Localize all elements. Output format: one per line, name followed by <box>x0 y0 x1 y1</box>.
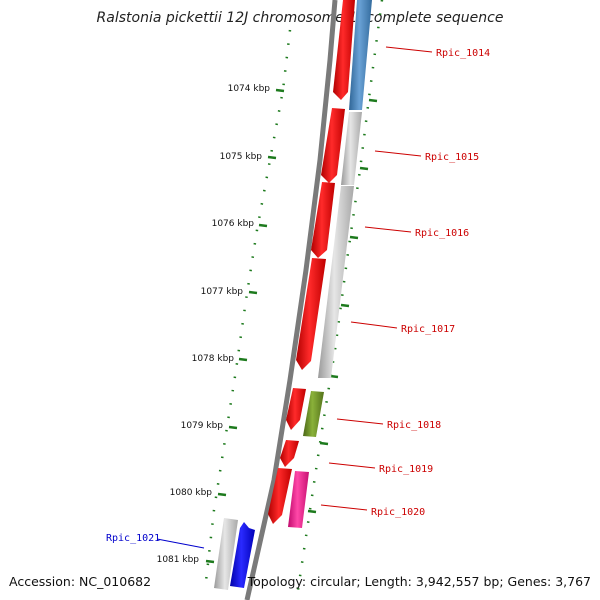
leader-line <box>336 418 384 425</box>
tick-mark <box>238 357 248 362</box>
gene-rpic-1015-arrow[interactable] <box>321 108 345 183</box>
map-title: Ralstonia pickettii 12J chromosome 1, co… <box>96 10 504 26</box>
gene-rpic-1016[interactable] <box>311 182 354 378</box>
gene-label-rpic-1015[interactable]: Rpic_1015 <box>425 152 479 163</box>
gene-rpic-1018-arrow[interactable] <box>286 388 306 430</box>
outer-ticks <box>307 98 378 514</box>
leader-line <box>350 321 398 329</box>
gene-rpic-1014-arrow[interactable] <box>333 0 355 100</box>
leader-line <box>364 226 412 233</box>
gene-rpic-1017[interactable] <box>296 258 326 370</box>
gene-rpic-1020-protein[interactable] <box>288 471 309 528</box>
gene-rpic-1020-arrow[interactable] <box>268 468 292 524</box>
tick-label: 1076 kbp <box>212 219 255 229</box>
tick-mark <box>258 223 268 228</box>
gene-label-rpic-1016[interactable]: Rpic_1016 <box>415 228 469 239</box>
gene-rpic-1015-protein[interactable] <box>341 112 362 185</box>
leader-line <box>156 538 205 549</box>
leader-line <box>374 150 422 157</box>
gene-rpic-1019[interactable] <box>280 440 299 467</box>
tick-mark <box>275 88 285 93</box>
leader-line <box>320 504 368 511</box>
tick-mark <box>248 290 258 295</box>
gene-label-rpic-1019[interactable]: Rpic_1019 <box>379 464 433 475</box>
leader-line <box>385 46 433 53</box>
sequence-summary: Topology: circular; Length: 3,942,557 bp… <box>247 574 591 589</box>
tick-label: 1078 kbp <box>192 354 235 364</box>
tick-mark <box>205 559 215 564</box>
gene-rpic-1015[interactable] <box>321 108 362 185</box>
gene-rpic-1021-arrow[interactable] <box>230 522 255 588</box>
gene-rpic-1018[interactable] <box>286 388 324 437</box>
gene-labels: Rpic_1014 Rpic_1015 Rpic_1016 Rpic_1017 … <box>106 46 490 549</box>
leader-line <box>328 462 376 469</box>
kbp-ruler: 1074 kbp 1075 kbp 1076 kbp 1077 kbp 1078… <box>157 84 285 565</box>
gene-rpic-1020[interactable] <box>268 468 309 528</box>
tick-label: 1079 kbp <box>181 421 224 431</box>
gene-label-rpic-1021[interactable]: Rpic_1021 <box>106 533 160 544</box>
gene-label-rpic-1014[interactable]: Rpic_1014 <box>436 48 490 59</box>
gene-rpic-1021[interactable] <box>214 518 255 590</box>
tick-label: 1080 kbp <box>170 488 213 498</box>
gene-rpic-1014[interactable] <box>333 0 372 110</box>
gene-label-rpic-1017[interactable]: Rpic_1017 <box>401 324 455 335</box>
gene-rpic-1016-protein[interactable] <box>318 186 354 378</box>
accession-text: Accession: NC_010682 <box>9 574 152 589</box>
tick-label: 1077 kbp <box>201 287 244 297</box>
tick-mark <box>228 425 238 430</box>
gene-rpic-1017-arrow[interactable] <box>296 258 326 370</box>
tick-mark <box>267 155 277 160</box>
tick-label: 1075 kbp <box>220 152 263 162</box>
gene-rpic-1019-arrow[interactable] <box>280 440 299 467</box>
chromosome-backbone <box>244 0 338 600</box>
tick-label: 1081 kbp <box>157 555 200 565</box>
gene-rpic-1021-protein[interactable] <box>214 518 238 590</box>
gene-rpic-1018-protein[interactable] <box>303 391 324 437</box>
tick-label: 1074 kbp <box>228 84 271 94</box>
gene-rpic-1016-arrow[interactable] <box>311 182 335 258</box>
tick-mark <box>217 492 227 497</box>
gene-rpic-1014-protein[interactable] <box>349 0 372 110</box>
gene-label-rpic-1020[interactable]: Rpic_1020 <box>371 507 425 518</box>
gene-label-rpic-1018[interactable]: Rpic_1018 <box>387 420 441 431</box>
